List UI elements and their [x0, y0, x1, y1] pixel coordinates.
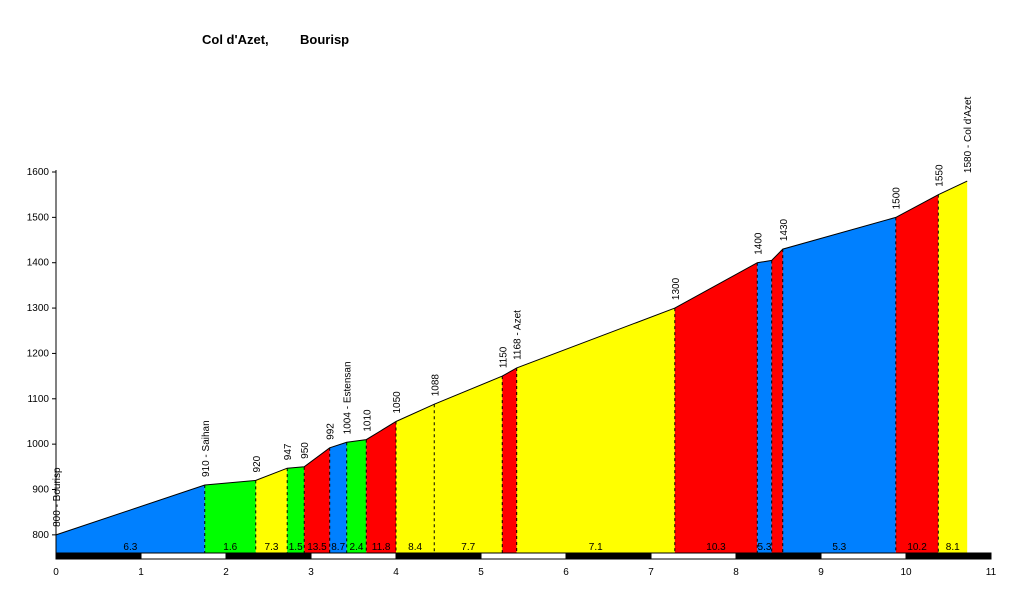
- km-bar-segment: [55, 552, 142, 560]
- elevation-point-label: 1050: [392, 391, 403, 414]
- km-bar-segment: [565, 552, 652, 560]
- elevation-point-label: 1088: [430, 374, 441, 397]
- elevation-point-label: 1168 - Azet: [513, 310, 524, 360]
- segment-fill: [396, 404, 435, 553]
- x-tick-label: 2: [223, 567, 229, 578]
- chart-title-start: Bourisp: [300, 32, 349, 47]
- km-bar-segment: [735, 552, 822, 560]
- segment-fill: [56, 485, 205, 553]
- gradient-label: 13.5: [307, 542, 327, 553]
- km-bar-segment: [310, 552, 397, 560]
- y-tick-label: 1100: [27, 394, 49, 405]
- segment-fill: [434, 376, 503, 553]
- km-bar-segment: [480, 552, 567, 560]
- gradient-label: 11.8: [372, 542, 391, 553]
- gradient-label: 8.4: [408, 542, 422, 553]
- gradient-label: 8.1: [946, 542, 960, 553]
- y-tick-label: 800: [32, 530, 49, 541]
- elevation-point-label: 800 - Bourisp: [52, 467, 63, 527]
- segment-fill: [516, 308, 675, 553]
- gradient-label: 2.4: [350, 542, 364, 553]
- plot-area: 1600 1500 1400 1300 1200 1100 1000 900 800 0 1 2 3 4 5…: [27, 96, 997, 578]
- chart-title-col: Col d'Azet,: [202, 32, 269, 47]
- elevation-point-label: 1400: [753, 232, 764, 255]
- segment-fill: [255, 468, 288, 553]
- y-tick-label: 1300: [27, 303, 50, 314]
- elevation-point-label: 1004 - Estensan: [343, 361, 354, 434]
- km-bar-segment: [395, 552, 482, 560]
- km-bar-segment: [225, 552, 312, 560]
- y-tick-label: 1500: [27, 212, 50, 223]
- elevation-point-label: 1430: [779, 218, 790, 241]
- segment-fill: [938, 181, 968, 553]
- elevation-point-label: 1010: [362, 409, 373, 432]
- y-tick-label: 1400: [27, 258, 50, 269]
- y-tick-label: 1200: [27, 348, 50, 359]
- x-tick-label: 9: [818, 567, 824, 578]
- gradient-label: 5.3: [832, 542, 846, 553]
- km-bar-segment: [905, 552, 992, 560]
- x-tick-label: 3: [308, 567, 314, 578]
- gradient-label: 10.2: [907, 542, 927, 553]
- segment-fill: [287, 466, 305, 553]
- segment-fill: [366, 421, 396, 553]
- x-tick-label: 4: [393, 567, 399, 578]
- km-bar-segment: [650, 552, 737, 560]
- gradient-label: 10.3: [706, 542, 726, 553]
- elevation-point-label: 950: [300, 442, 311, 459]
- gradient-label: 1.5: [289, 542, 303, 553]
- gradient-label: 6.3: [123, 542, 137, 553]
- y-tick-label: 1600: [27, 167, 50, 178]
- elevation-point-label: 1150: [498, 346, 509, 368]
- segment-fill: [782, 217, 896, 553]
- segment-fill: [204, 480, 256, 553]
- elevation-point-label: 947: [283, 443, 294, 460]
- elevation-point-label: 1300: [671, 277, 682, 300]
- gradient-label: 8.7: [331, 542, 345, 553]
- gradient-label: 5.3: [758, 542, 772, 553]
- x-tick-label: 10: [900, 567, 912, 578]
- x-tick-label: 7: [648, 567, 654, 578]
- elevation-point-label: 1550: [934, 164, 945, 187]
- x-tick-label: 11: [986, 567, 997, 578]
- elevation-point-label: 910 - Saihan: [201, 420, 212, 477]
- elevation-point-label: 920: [252, 455, 263, 472]
- x-tick-label: 8: [733, 567, 739, 578]
- km-bar-segment: [140, 552, 227, 560]
- gradient-label: 7.7: [461, 542, 475, 553]
- segment-fill: [674, 262, 758, 553]
- km-bar-segment: [820, 552, 907, 560]
- elevation-point-label: 1580 - Col d'Azet: [963, 96, 974, 173]
- x-tick-label: 5: [478, 567, 484, 578]
- elevation-point-label: 1500: [892, 187, 903, 210]
- segment-fill: [895, 194, 939, 553]
- x-tick-label: 6: [563, 567, 569, 578]
- elevation-point-label: 992: [326, 423, 337, 440]
- segment-fill: [329, 442, 347, 553]
- segment-fill: [304, 447, 330, 553]
- x-tick-label: 1: [138, 567, 144, 578]
- gradient-label: 7.1: [589, 542, 603, 553]
- gradient-label: 1.6: [223, 542, 237, 553]
- y-tick-label: 1000: [27, 439, 50, 450]
- gradient-label: 7.3: [265, 542, 279, 553]
- segment-fill: [502, 367, 517, 553]
- y-tick-label: 900: [32, 485, 49, 496]
- segment-fill: [771, 249, 783, 553]
- x-tick-label: 0: [53, 567, 59, 578]
- segment-fill: [346, 439, 367, 553]
- segment-fill: [757, 260, 772, 553]
